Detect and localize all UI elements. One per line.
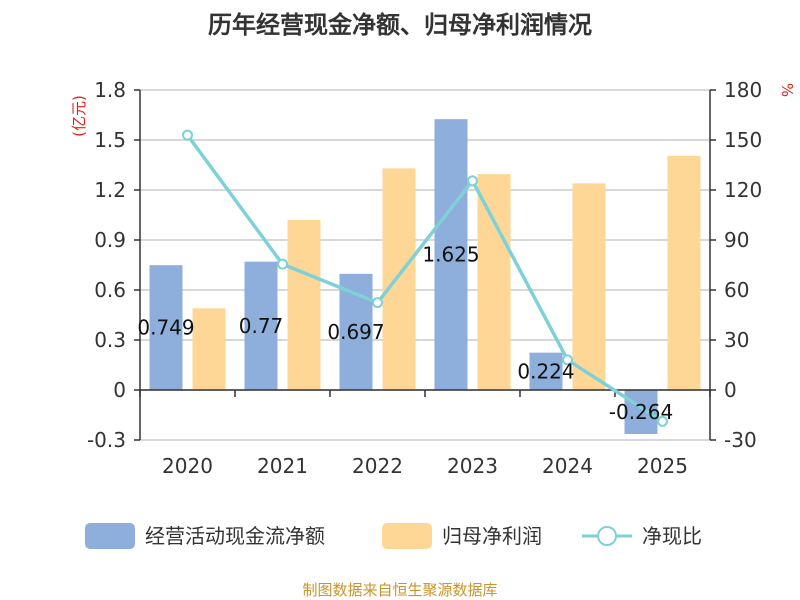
left-axis-unit: (亿元): [70, 95, 88, 137]
ratio-point: [182, 129, 193, 141]
bar-cashflow: [529, 352, 563, 390]
left-axis-tick-label: 1.8: [94, 78, 126, 102]
ratio-point: [562, 354, 573, 366]
bar-netprofit: [667, 155, 701, 390]
left-axis-tick-label: 0.9: [94, 228, 126, 252]
x-axis-tick-label: 2023: [447, 454, 498, 478]
bar-cashflow: [244, 261, 278, 390]
ratio-line: [182, 129, 668, 427]
ratio-polyline: [186, 134, 664, 423]
x-axis-tick-label: 2020: [162, 454, 213, 478]
x-axis-tick-label: 2021: [257, 454, 308, 478]
cashflow-data-label: 0.77: [239, 314, 284, 338]
x-axis-tick-label: 2022: [352, 454, 403, 478]
bar-netprofit: [287, 220, 321, 390]
x-axis-tick-label: 2024: [542, 454, 593, 478]
axes: -0.3 0 0.3 0.6 0.9 1.2 1.5 1.8 -30 0 30 60 90 120 150 1…: [87, 78, 762, 478]
left-axis-tick-label: 1.5: [94, 128, 126, 152]
right-axis-tick-label: 30: [724, 328, 749, 352]
legend-label-netprofit: 归母净利润: [442, 524, 542, 548]
source-note: 制图数据来自恒生聚源数据库: [302, 581, 497, 599]
left-axis-tick-label: 0.6: [94, 278, 126, 302]
right-axis-tick-label: -30: [724, 428, 757, 452]
bar-cashflow: [434, 119, 468, 391]
legend-swatch-ratio-marker: [597, 526, 617, 546]
bar-cashflow: [149, 265, 183, 390]
legend-swatch-netprofit: [382, 523, 432, 549]
legend-swatch-cashflow: [85, 523, 135, 549]
bar-cashflow: [624, 390, 658, 434]
ratio-point: [277, 258, 288, 270]
right-axis-tick-label: 60: [724, 278, 749, 302]
right-axis-tick-label: 120: [724, 178, 762, 202]
bar-netprofit: [382, 168, 416, 390]
left-axis-tick-label: 0: [113, 378, 126, 402]
right-axis-tick-label: 150: [724, 128, 762, 152]
bar-netprofit: [572, 183, 606, 390]
ratio-point: [467, 175, 478, 187]
x-axis-tick-label: 2025: [637, 454, 688, 478]
data-labels: 0.749 0.77 0.697 1.625 0.224 -0.264: [137, 243, 673, 424]
cashflow-data-label: -0.264: [609, 400, 673, 424]
bar-netprofit: [477, 174, 511, 390]
right-axis-tick-label: 0: [724, 378, 737, 402]
bar-netprofit: [192, 308, 226, 390]
right-axis-tick-label: 90: [724, 228, 749, 252]
left-axis-tick-label: 1.2: [94, 178, 126, 202]
right-axis-tick-label: 180: [724, 78, 762, 102]
right-axis-unit: %: [778, 83, 796, 97]
cashflow-data-label: 0.749: [137, 316, 194, 340]
cashflow-data-label: 0.224: [517, 359, 574, 383]
legend-label-ratio: 净现比: [642, 524, 702, 548]
left-axis-tick-label: -0.3: [87, 428, 126, 452]
chart-title: 历年经营现金净额、归母净利润情况: [208, 11, 592, 39]
cashflow-data-label: 0.697: [327, 320, 384, 344]
cashflow-data-label: 1.625: [422, 243, 479, 267]
legend: 经营活动现金流净额 归母净利润 净现比: [85, 523, 702, 549]
ratio-point: [372, 297, 383, 309]
bars: [149, 119, 701, 434]
legend-label-cashflow: 经营活动现金流净额: [145, 524, 325, 548]
left-axis-tick-label: 0.3: [94, 328, 126, 352]
ratio-point: [657, 415, 668, 427]
